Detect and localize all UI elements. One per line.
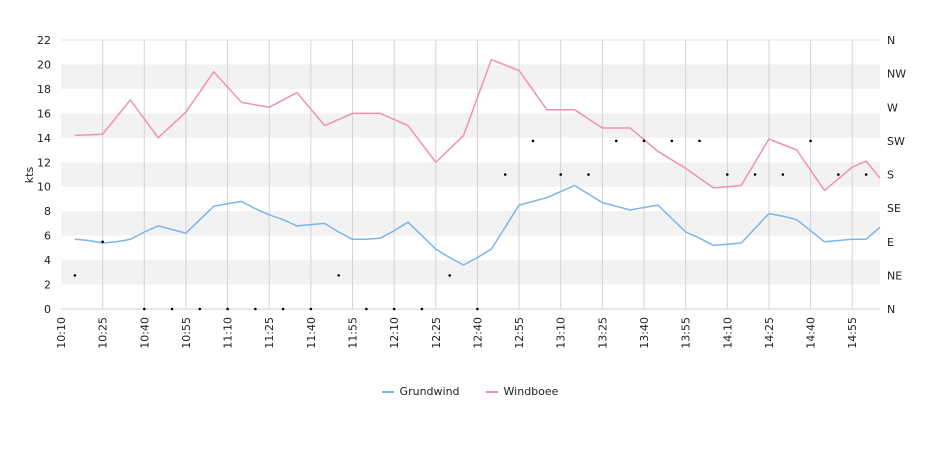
y-tick-label: 10 (37, 181, 51, 194)
series-line-grundwind (74, 184, 881, 266)
plot-band (61, 162, 880, 187)
y-tick-label: 2 (44, 279, 51, 292)
x-tick-label: 10:55 (180, 317, 193, 349)
direction-point (837, 173, 840, 176)
y-tick-label: 8 (44, 205, 51, 218)
direction-point (448, 274, 451, 277)
direction-tick-label: SE (887, 202, 901, 215)
legend-swatch (485, 390, 498, 393)
legend-swatch (381, 390, 394, 393)
direction-tick-label: N (887, 34, 895, 47)
series-group (73, 58, 881, 311)
legend-item-windboee[interactable]: Windboee (485, 385, 559, 398)
direction-point (226, 307, 229, 311)
direction-point (420, 307, 424, 311)
x-tick-label: 11:55 (347, 317, 360, 349)
direction-point (170, 307, 174, 311)
direction-point (142, 307, 146, 311)
direction-point (254, 307, 257, 311)
direction-point (476, 307, 479, 311)
direction-tick-label: NE (887, 269, 902, 282)
y-tick-label: 14 (37, 132, 51, 145)
direction-point (809, 139, 812, 143)
direction-point (309, 307, 313, 311)
direction-point (392, 307, 396, 311)
direction-point (781, 173, 785, 176)
x-axis-ticks: 10:10 10:25 10:40 10:55 11:10 11:25 11:40 11:55… (55, 317, 859, 349)
plot-band (61, 64, 880, 89)
legend-item-grundwind[interactable]: Grundwind (381, 385, 460, 398)
direction-point (587, 173, 590, 176)
plot-band (61, 260, 880, 285)
direction-point (726, 173, 729, 176)
x-tick-label: 11:40 (305, 317, 318, 349)
x-tick-label: 14:10 (721, 317, 734, 349)
direction-tick-label: W (887, 101, 898, 114)
legend: Grundwind Windboee (0, 385, 940, 398)
direction-point (559, 173, 563, 176)
plot-bands (61, 64, 880, 285)
direction-point (503, 173, 507, 176)
y-axis-label: kts (23, 167, 36, 184)
direction-tick-label: NW (887, 68, 906, 81)
y-tick-label: 6 (44, 230, 51, 243)
direction-point (337, 274, 340, 277)
x-tick-label: 10:10 (55, 317, 68, 349)
y-tick-label: 16 (37, 107, 51, 120)
x-tick-label: 13:55 (680, 317, 693, 349)
y-axis-ticks: 0 2 4 6 8 10 12 14 16 18 20 22 (37, 34, 51, 316)
legend-label: Grundwind (399, 385, 460, 398)
direction-tick-label: N (887, 303, 895, 316)
direction-point (198, 307, 202, 311)
x-tick-label: 12:10 (388, 317, 401, 349)
direction-point (531, 139, 535, 143)
x-tick-label: 10:25 (97, 317, 110, 349)
series-line-windboee (74, 58, 881, 192)
x-tick-label: 12:25 (430, 317, 443, 349)
direction-point (670, 139, 674, 143)
x-tick-label: 12:40 (471, 317, 484, 349)
direction-point (614, 139, 618, 143)
direction-tick-label: SW (887, 135, 905, 148)
legend-label: Windboee (503, 385, 559, 398)
x-tick-label: 14:25 (763, 317, 776, 349)
y-tick-label: 12 (37, 156, 51, 169)
x-tick-label: 13:40 (638, 317, 651, 349)
x-tick-label: 10:40 (138, 317, 151, 349)
direction-point (365, 307, 368, 311)
y-tick-label: 18 (37, 83, 51, 96)
direction-point (642, 139, 646, 143)
direction-tick-label: S (887, 169, 894, 182)
x-tick-label: 14:40 (805, 317, 818, 349)
x-tick-label: 13:25 (596, 317, 609, 349)
direction-tick-label: E (887, 236, 894, 249)
x-tick-label: 11:10 (222, 317, 235, 349)
direction-point (698, 139, 701, 143)
x-tick-label: 11:25 (263, 317, 276, 349)
direction-point (864, 173, 868, 176)
x-tick-label: 14:55 (846, 317, 859, 349)
direction-axis-ticks: N NE E SE S SW W NW N (887, 34, 906, 316)
y-tick-label: 22 (37, 34, 51, 47)
direction-point (281, 307, 285, 311)
x-tick-label: 13:10 (555, 317, 568, 349)
plot-band (61, 211, 880, 236)
x-tick-label: 12:55 (513, 317, 526, 349)
direction-point (753, 173, 757, 176)
y-tick-label: 0 (44, 303, 51, 316)
direction-point (73, 274, 77, 277)
y-tick-label: 20 (37, 58, 51, 71)
direction-point (101, 240, 104, 244)
y-tick-label: 4 (44, 254, 51, 267)
